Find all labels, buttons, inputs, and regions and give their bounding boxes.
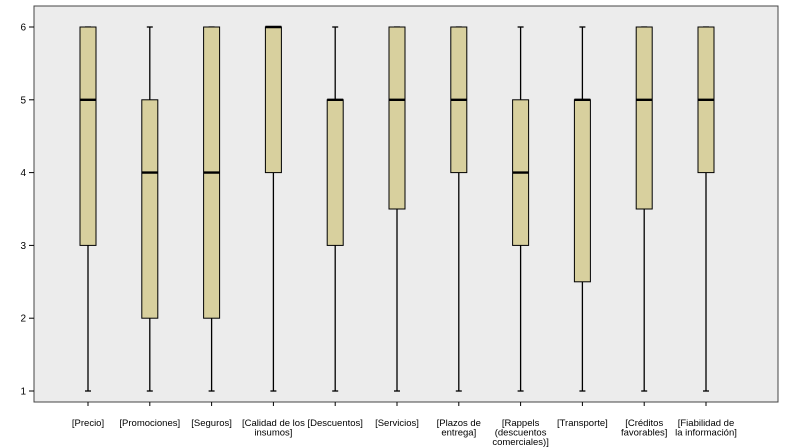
category-label: [Fiabilidad de la información] [675, 418, 737, 439]
iqr-box [326, 99, 344, 246]
box-3 [203, 26, 221, 392]
category-label-line: [Rappels [502, 418, 540, 429]
category-label-line: la información] [675, 428, 737, 439]
category-label-line: [Calidad de los [242, 418, 305, 429]
category-label-line: [Servicios] [375, 418, 419, 429]
category-label-line: entrega] [441, 428, 476, 439]
y-tick-label: 6 [20, 23, 26, 34]
category-label: [Servicios] [375, 418, 419, 429]
box-7 [450, 26, 468, 392]
y-axis: 1 2 3 4 5 6 [20, 23, 34, 398]
y-tick-label: 2 [20, 314, 26, 325]
category-label-line: [Precio] [72, 418, 104, 429]
box-10 [635, 26, 653, 392]
box-6 [388, 26, 406, 392]
category-label-line: [Fiabilidad de [678, 418, 735, 429]
iqr-box [573, 99, 591, 283]
y-tick-label: 4 [20, 168, 26, 179]
category-label-line: [Descuentos] [307, 418, 362, 429]
category-label-line: comerciales)] [492, 437, 549, 448]
category-label: [Calidad de los insumos] [242, 418, 305, 439]
category-label-line: [Transporte] [557, 418, 608, 429]
y-tick-label: 3 [20, 241, 26, 252]
box-9 [573, 26, 591, 392]
category-label: [Rappels (descuentos comerciales)] [492, 418, 549, 448]
x-axis-labels: [Precio] [Promociones] [Seguros] [Calidad d… [72, 402, 737, 448]
category-label: [Seguros] [191, 418, 232, 429]
box-8 [512, 26, 530, 392]
box-5 [326, 26, 344, 392]
box-2 [141, 26, 159, 392]
box-1 [79, 26, 97, 392]
category-label-line: (descuentos [495, 428, 547, 439]
iqr-box [388, 26, 406, 210]
category-label-line: [Créditos [625, 418, 663, 429]
category-label-line: [Promociones] [119, 418, 180, 429]
category-label: [Créditos favorables] [621, 418, 667, 439]
category-label-line: favorables] [621, 428, 667, 439]
category-label-line: [Plazos de [437, 418, 481, 429]
category-label: [Precio] [72, 418, 104, 429]
boxes [79, 25, 715, 392]
y-tick-label: 5 [20, 95, 26, 106]
iqr-box [141, 99, 159, 319]
category-label-line: [Seguros] [191, 418, 232, 429]
box-11 [697, 26, 715, 392]
category-label: [Transporte] [557, 418, 608, 429]
category-label: [Descuentos] [307, 418, 362, 429]
iqr-box [264, 26, 282, 174]
iqr-box [635, 26, 653, 210]
category-label-line: insumos] [254, 428, 292, 439]
box-4 [264, 25, 282, 392]
category-label: [Promociones] [119, 418, 180, 429]
y-tick-label: 1 [20, 387, 26, 398]
iqr-box [79, 26, 97, 246]
category-label: [Plazos de entrega] [437, 418, 481, 439]
